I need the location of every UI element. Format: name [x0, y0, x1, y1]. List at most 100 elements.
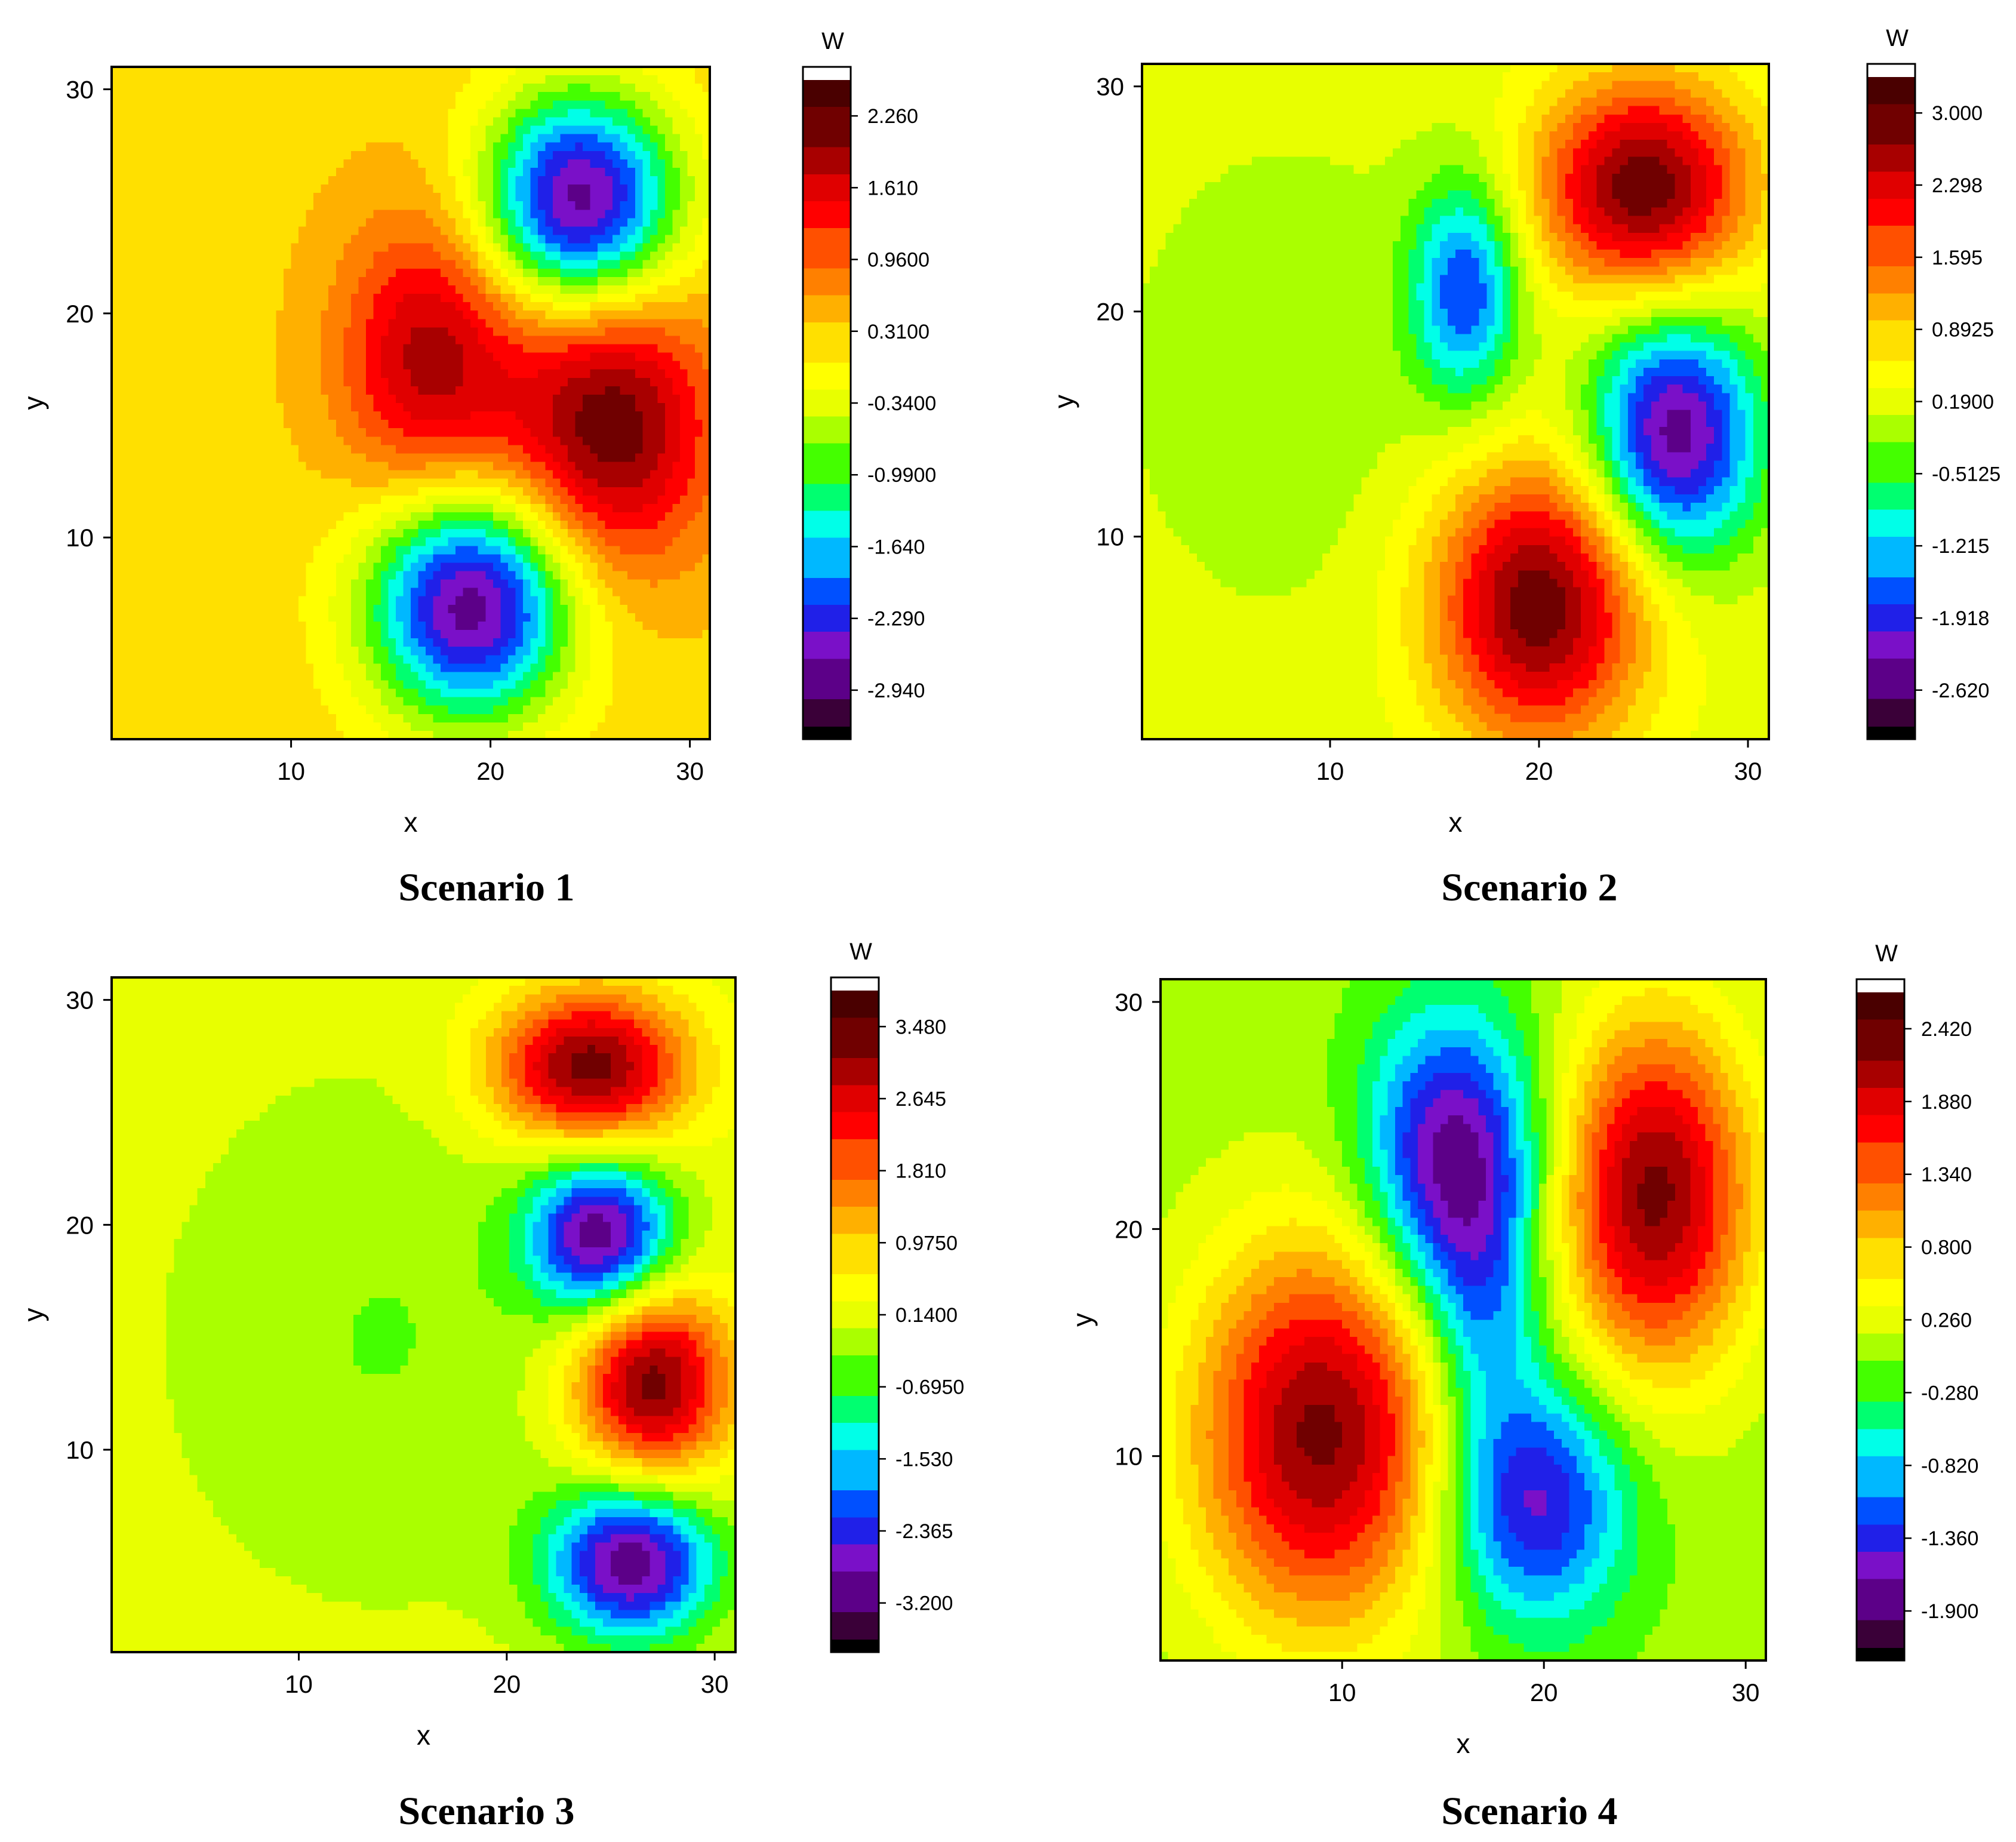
heatmap-cell	[112, 201, 120, 211]
heatmap-cell	[261, 403, 269, 412]
heatmap-cell	[373, 377, 381, 387]
heatmap-cell	[223, 596, 232, 605]
heatmap-cell	[291, 672, 299, 681]
heatmap-cell	[463, 159, 472, 168]
heatmap-cell	[306, 487, 314, 496]
heatmap-cell	[463, 638, 472, 647]
heatmap-cell	[216, 546, 224, 555]
heatmap-cell	[507, 487, 516, 496]
heatmap-cell	[515, 184, 524, 193]
heatmap-cell	[470, 453, 479, 463]
heatmap-cell	[478, 201, 487, 211]
heatmap-cell	[568, 285, 576, 294]
heatmap-cell	[552, 462, 561, 471]
heatmap-cell	[575, 327, 583, 337]
heatmap-cell	[284, 521, 292, 530]
heatmap-cell	[178, 672, 187, 681]
heatmap-cell	[560, 268, 568, 278]
heatmap-cell	[231, 714, 239, 723]
heatmap-cell	[156, 377, 165, 387]
heatmap-cell	[164, 226, 173, 236]
heatmap-cell	[193, 453, 202, 463]
heatmap-cell	[343, 377, 352, 387]
heatmap-cell	[119, 529, 127, 539]
heatmap-cell	[149, 377, 157, 387]
heatmap-cell	[455, 125, 464, 135]
heatmap-cell	[507, 243, 516, 253]
heatmap-cell	[306, 663, 314, 673]
heatmap-cell	[306, 680, 314, 690]
heatmap-cell	[463, 319, 472, 328]
heatmap-cell	[560, 260, 568, 269]
heatmap-cell	[178, 579, 187, 589]
heatmap-cell	[149, 478, 157, 488]
heatmap-cell	[276, 672, 284, 681]
heatmap-cell	[545, 176, 553, 185]
heatmap-cell	[537, 462, 546, 471]
heatmap-cell	[186, 109, 195, 118]
heatmap-cell	[545, 428, 553, 438]
heatmap-cell	[246, 226, 254, 236]
heatmap-cell	[493, 75, 501, 84]
heatmap-cell	[441, 529, 449, 539]
heatmap-cell	[141, 251, 150, 261]
heatmap-cell	[365, 226, 374, 236]
heatmap-cell	[193, 310, 202, 320]
heatmap-cell	[343, 663, 352, 673]
heatmap-cell	[186, 529, 195, 539]
heatmap-cell	[575, 176, 583, 185]
heatmap-cell	[380, 352, 389, 362]
heatmap-cell	[395, 688, 404, 698]
heatmap-cell	[164, 537, 173, 547]
heatmap-cell	[193, 730, 202, 739]
heatmap-cell	[373, 470, 381, 479]
heatmap-cell	[380, 201, 389, 211]
heatmap-cell	[358, 638, 367, 647]
heatmap-cell	[253, 260, 262, 269]
heatmap-cell	[470, 327, 479, 337]
heatmap-cell	[223, 336, 232, 345]
heatmap-cell	[238, 67, 247, 76]
heatmap-cell	[246, 134, 254, 143]
heatmap-cell	[328, 142, 337, 152]
heatmap-cell	[156, 327, 165, 337]
heatmap-cell	[321, 336, 330, 345]
heatmap-cell	[253, 596, 262, 605]
heatmap-cell	[478, 604, 487, 614]
heatmap-cell	[141, 562, 150, 572]
heatmap-cell	[246, 579, 254, 589]
heatmap-cell	[418, 403, 426, 412]
heatmap-cell	[515, 386, 524, 395]
heatmap-cell	[127, 302, 135, 311]
heatmap-cell	[455, 67, 464, 76]
heatmap-cell	[545, 100, 553, 110]
heatmap-cell	[186, 403, 195, 412]
heatmap-cell	[380, 453, 389, 463]
heatmap-cell	[164, 495, 173, 505]
heatmap-cell	[298, 184, 307, 193]
heatmap-cell	[411, 361, 419, 370]
heatmap-cell	[365, 697, 374, 706]
heatmap-cell	[373, 638, 381, 647]
heatmap-cell	[343, 512, 352, 521]
heatmap-cell	[365, 537, 374, 547]
heatmap-cell	[313, 655, 322, 665]
heatmap-cell	[515, 462, 524, 471]
heatmap-cell	[380, 75, 389, 84]
heatmap-cell	[463, 176, 472, 185]
heatmap-cell	[507, 125, 516, 135]
heatmap-cell	[186, 159, 195, 168]
heatmap-cell	[433, 613, 441, 622]
heatmap-cell	[134, 428, 142, 438]
heatmap-cell	[231, 554, 239, 564]
heatmap-cell	[141, 67, 150, 76]
heatmap-cell	[552, 184, 561, 193]
heatmap-cell	[321, 453, 330, 463]
heatmap-cell	[500, 251, 509, 261]
heatmap-cell	[358, 478, 367, 488]
heatmap-cell	[545, 260, 553, 269]
heatmap-cell	[208, 579, 217, 589]
heatmap-cell	[164, 92, 173, 102]
heatmap-cell	[418, 579, 426, 589]
heatmap-cell	[321, 167, 330, 177]
